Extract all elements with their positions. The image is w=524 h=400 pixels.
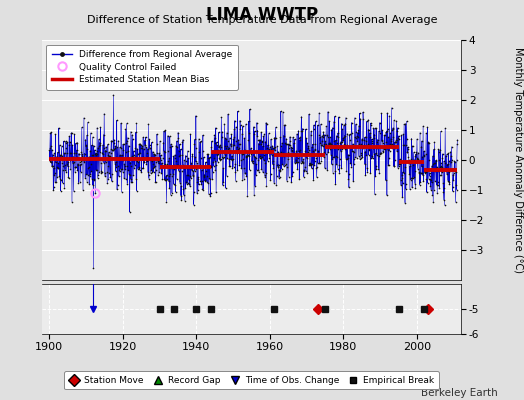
Y-axis label: Monthly Temperature Anomaly Difference (°C): Monthly Temperature Anomaly Difference (… <box>513 47 523 273</box>
Text: Berkeley Earth: Berkeley Earth <box>421 388 498 398</box>
Legend: Station Move, Record Gap, Time of Obs. Change, Empirical Break: Station Move, Record Gap, Time of Obs. C… <box>64 372 439 390</box>
Legend: Difference from Regional Average, Quality Control Failed, Estimated Station Mean: Difference from Regional Average, Qualit… <box>47 44 237 90</box>
Text: LIMA WWTP: LIMA WWTP <box>206 6 318 24</box>
Text: Difference of Station Temperature Data from Regional Average: Difference of Station Temperature Data f… <box>87 15 437 25</box>
